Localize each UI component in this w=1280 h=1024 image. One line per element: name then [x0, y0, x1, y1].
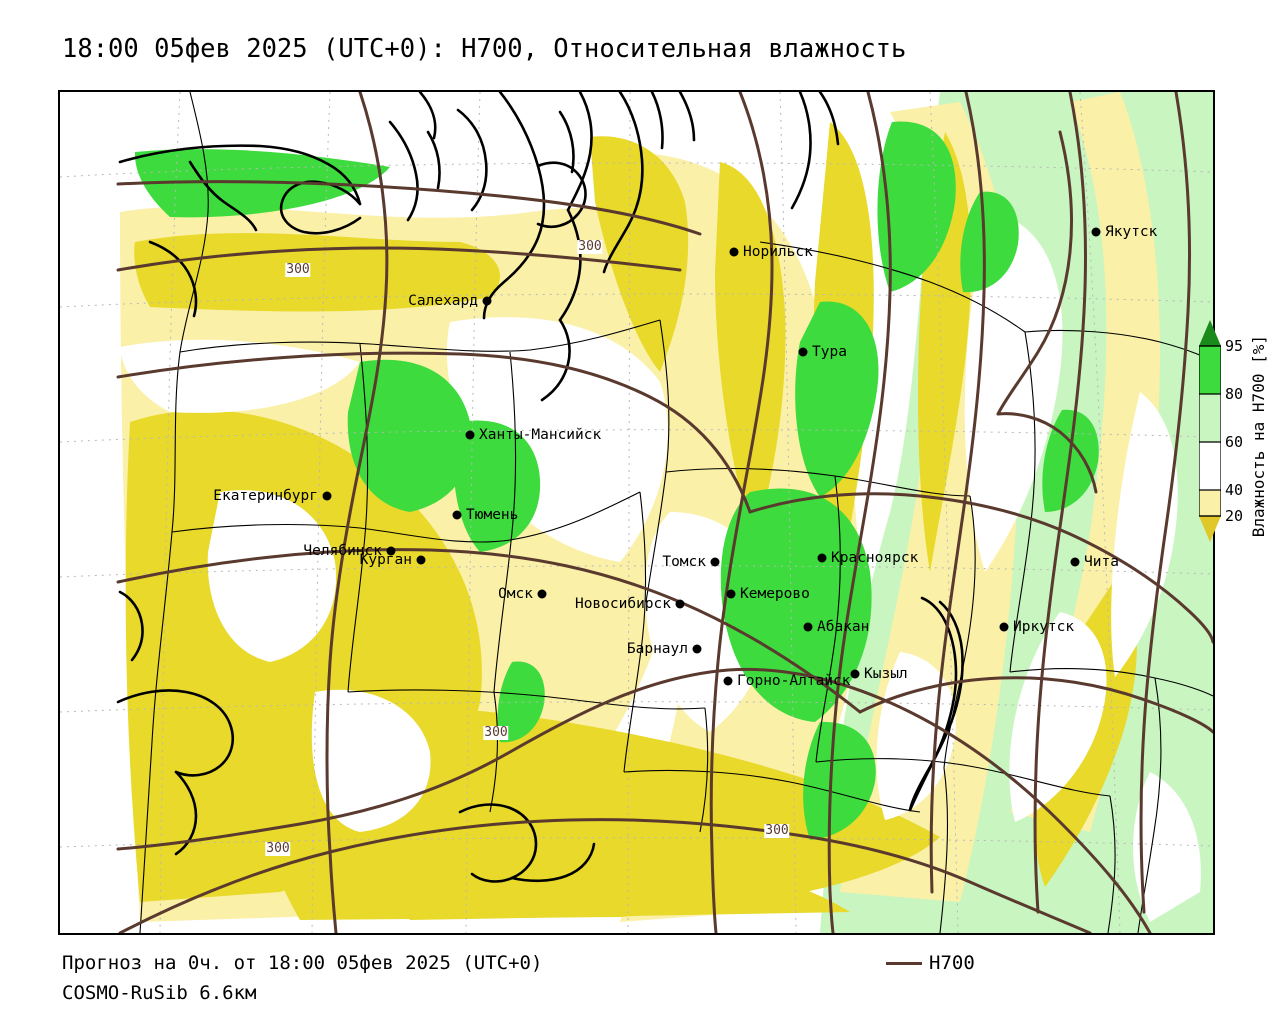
model-name-line: COSMO-RuSib 6.6км	[62, 982, 257, 1004]
forecast-info-line: Прогноз на 0ч. от 18:00 05фев 2025 (UTC+…	[62, 952, 543, 974]
map-panel[interactable]: Якутск Норильск Салехард Тура Ханты-Мансийск…	[58, 90, 1215, 935]
contour-label: 300	[483, 725, 509, 740]
contour-label: 300	[577, 239, 603, 254]
colorbar-gradient	[1198, 320, 1222, 542]
contour-label: 300	[764, 823, 790, 838]
colorbar-band-20-40	[1199, 490, 1221, 516]
h700-line-swatch-icon	[886, 961, 922, 965]
colorbar-axis-label: Влажность на H700 [%]	[1249, 335, 1268, 538]
contour-label: 300	[285, 262, 311, 277]
legend-h700-label: H700	[929, 952, 975, 974]
colorbar-tick-40: 40	[1225, 481, 1244, 499]
colorbar-tick-95: 95	[1225, 337, 1244, 355]
colorbar-tick-20: 20	[1225, 507, 1244, 525]
colorbar-tick-60: 60	[1225, 433, 1244, 451]
legend-h700: H700	[886, 952, 975, 974]
colorbar-band-40-60	[1199, 442, 1221, 490]
page-title: 18:00 05фев 2025 (UTC+0): H700, Относите…	[62, 34, 907, 64]
colorbar-band-above-95	[1199, 320, 1221, 346]
colorbar-band-80-95	[1199, 346, 1221, 394]
colorbar[interactable]: 95 80 60 40 20	[1198, 320, 1243, 542]
colorbar-band-60-80	[1199, 394, 1221, 442]
colorbar-band-below-20	[1199, 516, 1221, 542]
humidity-map-canvas	[60, 92, 1213, 933]
colorbar-tick-80: 80	[1225, 385, 1244, 403]
contour-label: 300	[265, 841, 291, 856]
